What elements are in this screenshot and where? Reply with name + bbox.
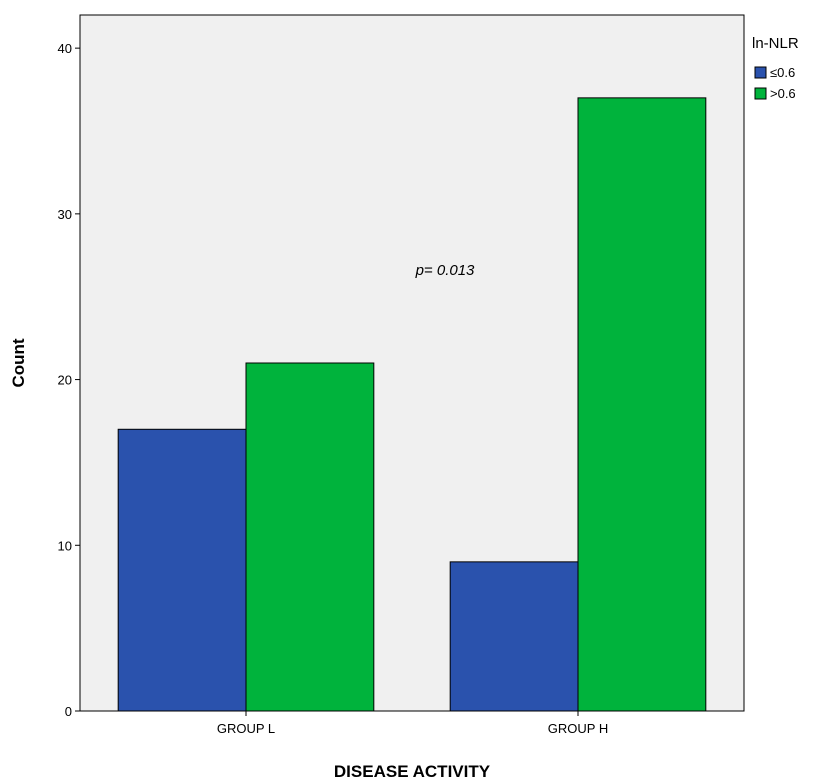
legend-title: ln-NLR	[752, 35, 799, 52]
legend-swatch-series-2	[754, 87, 767, 100]
legend: ln-NLR ≤0.6 >0.6	[752, 35, 799, 101]
bar-2-group-l	[245, 362, 375, 712]
x-tick-label: GROUP H	[548, 721, 608, 736]
y-axis-title: Count	[9, 338, 28, 387]
y-tick-label: 20	[58, 373, 72, 388]
bar-2-group-h	[577, 97, 707, 712]
x-axis-ticks: GROUP L GROUP H	[217, 711, 608, 736]
annotation-p-value: p= 0.013	[415, 262, 475, 279]
legend-swatch-series-1	[754, 66, 767, 79]
x-tick-label: GROUP L	[217, 721, 275, 736]
legend-label-series-1: ≤0.6	[770, 65, 795, 80]
y-tick-label: 0	[65, 704, 72, 719]
y-tick-label: 10	[58, 538, 72, 553]
y-tick-label: 40	[58, 41, 72, 56]
y-axis-ticks: 0 10 20 30 40	[58, 41, 80, 719]
y-tick-label: 30	[58, 207, 72, 222]
bars-group	[117, 97, 707, 712]
bar-1-group-l	[117, 428, 247, 712]
legend-label-series-2: >0.6	[770, 86, 796, 101]
bar-1-group-h	[449, 561, 579, 712]
x-axis-title: DISEASE ACTIVITY	[334, 762, 491, 781]
